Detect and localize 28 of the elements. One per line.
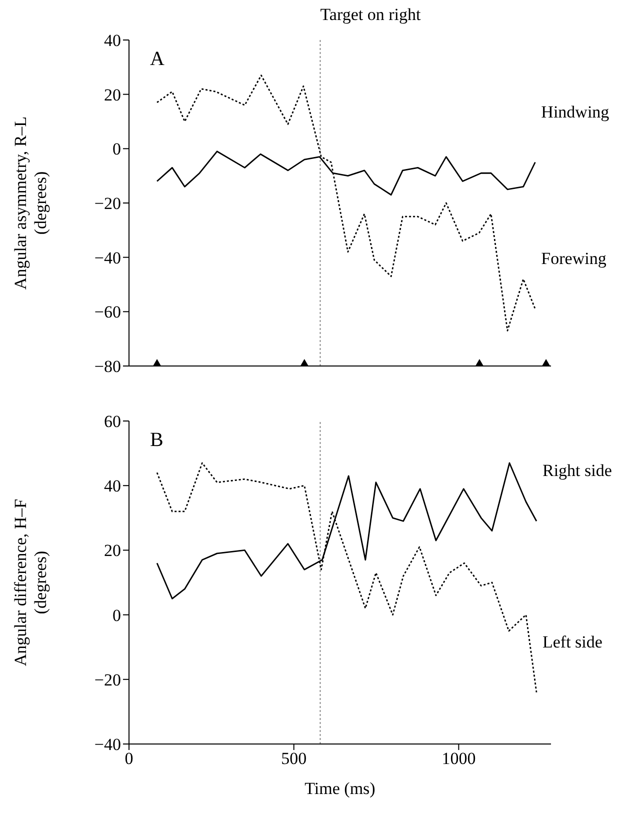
x-axis-title: Time (ms) [304,779,376,798]
y-tick-label: 20 [104,85,121,104]
y-tick-label: −80 [94,357,121,376]
annotation: A [150,48,164,71]
y-tick-label: −40 [94,735,121,754]
line-series [156,74,536,332]
ref-line-label: Target on right [320,5,421,24]
y-tick-label: −40 [94,248,121,268]
y-tick-label: 60 [104,412,121,432]
y-tick-label: −20 [94,194,121,214]
y-tick-label: −20 [94,670,121,690]
x-tick-label: 0 [124,749,134,768]
y-axis-title: Angular difference, H–F (degrees) [11,498,50,666]
y-tick-label: 40 [104,476,121,496]
x-tick-label: 500 [281,749,307,768]
text: Hindwing [541,102,610,122]
series-label: Forewing [541,248,607,268]
x-tick-label: 1000 [442,749,476,768]
series-label: Left side [542,632,602,652]
series-label: Right side [542,461,612,480]
y-tick-label: 0 [112,606,121,625]
y-tick-label: 40 [104,31,121,50]
y-tick-label: 20 [104,541,121,560]
annotation: B [150,429,164,452]
line-series [156,462,538,694]
y-tick-label: −60 [94,302,121,322]
y-tick-label: 0 [112,140,121,159]
y-axis-title: Angular asymmetry, R–L (degrees) [11,116,50,290]
